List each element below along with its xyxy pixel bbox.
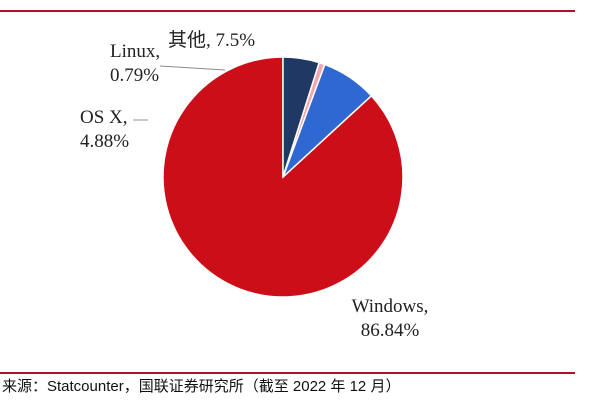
pie-slices <box>162 56 404 298</box>
slice-label-windows: Windows, 86.84% <box>352 296 429 341</box>
source-note: 来源：Statcounter，国联证券研究所（截至 2022 年 12 月） <box>2 378 401 395</box>
pie-slice-其他 <box>282 63 373 178</box>
slice-label-os-x: OS X, 4.88% <box>80 107 129 152</box>
slice-label-linux: Linux, 0.79% <box>110 41 160 86</box>
slice-labels: Windows, 86.84% OS X, 4.88% Linux, 0.79% 其他, 7… <box>80 29 428 341</box>
bottom-rule <box>0 372 575 374</box>
pie-chart: Windows, 86.84% OS X, 4.88% Linux, 0.79% 其他, 7… <box>80 29 428 341</box>
pie-slice-windows <box>162 56 404 298</box>
top-rule <box>0 10 575 12</box>
slice-label-其他: 其他, 7.5% <box>168 29 255 51</box>
leader-lines <box>133 65 226 121</box>
leader-line-linux <box>159 65 226 71</box>
